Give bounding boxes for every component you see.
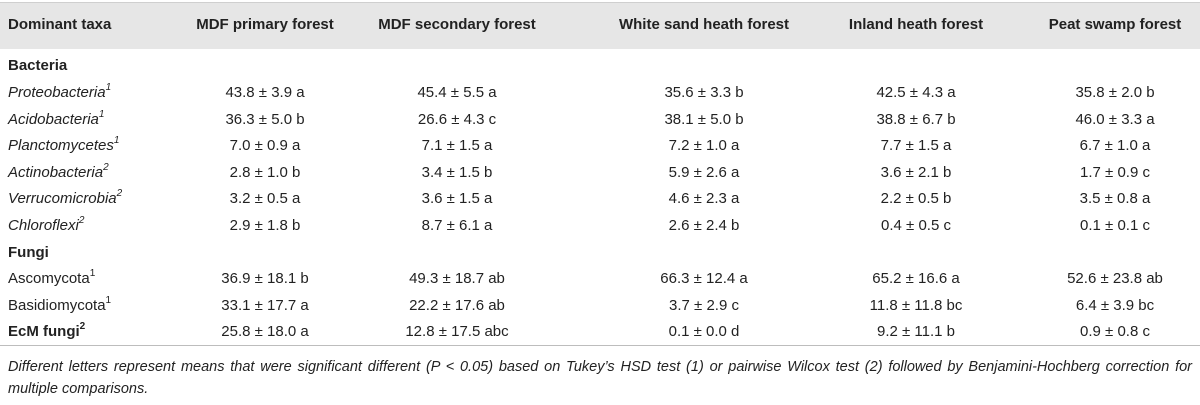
value-cell: 42.5 ± 4.3 a (876, 83, 956, 101)
section-title: Bacteria (8, 57, 68, 75)
test-marker: 1 (89, 268, 96, 280)
value-cell: 7.7 ± 1.5 a (880, 137, 952, 155)
value-cell: 33.1 ± 17.7 a (221, 296, 309, 314)
column-header: Peat swamp forest (1048, 16, 1182, 33)
value-cell: 52.6 ± 23.8 ab (1067, 270, 1163, 288)
value-cell: 7.0 ± 0.9 a (229, 137, 301, 155)
value-cell: 2.8 ± 1.0 b (229, 163, 301, 181)
value-cell: 49.3 ± 18.7 ab (409, 270, 505, 288)
value-cell: 8.7 ± 6.1 a (421, 216, 493, 234)
taxon-name: Planctomycetes1 (8, 136, 119, 156)
value-cell: 36.9 ± 18.1 b (221, 270, 309, 288)
value-cell: 7.1 ± 1.5 a (421, 137, 493, 155)
column-header: Dominant taxa (8, 16, 112, 33)
column-header: MDF primary forest (196, 16, 334, 33)
value-cell: 2.9 ± 1.8 b (229, 216, 301, 234)
taxon-text: Proteobacteria (8, 83, 106, 101)
taxon-text: Acidobacteria (8, 110, 99, 128)
value-cell: 1.7 ± 0.9 c (1080, 163, 1150, 181)
footnote: Different letters represent means that w… (8, 359, 1192, 397)
value-cell: 65.2 ± 16.6 a (872, 270, 960, 288)
value-cell: 22.2 ± 17.6 ab (409, 296, 505, 314)
value-cell: 4.6 ± 2.3 a (668, 190, 740, 208)
test-marker: 1 (105, 294, 112, 306)
value-cell: 36.3 ± 5.0 b (225, 110, 305, 128)
taxon-text: Chloroflexi (8, 216, 79, 234)
value-cell: 0.1 ± 0.1 c (1080, 216, 1150, 234)
value-cell: 26.6 ± 4.3 c (417, 110, 497, 128)
taxon-name: EcM fungi2 (8, 322, 85, 342)
test-marker: 2 (78, 214, 85, 226)
value-cell: 35.8 ± 2.0 b (1075, 83, 1155, 101)
value-cell: 2.2 ± 0.5 b (880, 190, 952, 208)
taxon-name: Actinobacteria2 (8, 161, 109, 183)
test-marker: 2 (103, 161, 109, 173)
taxon-text: Verrucomicrobia (8, 190, 117, 208)
column-header: MDF secondary forest (378, 16, 536, 33)
value-cell: 5.9 ± 2.6 a (668, 163, 740, 181)
value-cell: 45.4 ± 5.5 a (417, 83, 497, 101)
value-cell: 12.8 ± 17.5 abc (405, 323, 509, 341)
value-cell: 3.4 ± 1.5 b (421, 163, 493, 181)
taxon-text: Planctomycetes (8, 137, 114, 155)
value-cell: 0.9 ± 0.8 c (1080, 323, 1150, 341)
test-marker: 2 (116, 188, 123, 200)
test-marker: 2 (79, 321, 86, 333)
value-cell: 6.4 ± 3.9 bc (1075, 296, 1155, 314)
value-cell: 38.1 ± 5.0 b (664, 110, 744, 128)
value-cell: 3.2 ± 0.5 a (229, 190, 301, 208)
table-bottom-rule (0, 345, 1200, 346)
value-cell: 11.8 ± 11.8 bc (869, 296, 963, 314)
taxon-text: Basidiomycota (8, 296, 106, 314)
value-cell: 0.4 ± 0.5 c (881, 216, 951, 234)
value-cell: 9.2 ± 11.1 b (876, 323, 956, 341)
taxon-text: Actinobacteria (8, 163, 104, 181)
value-cell: 0.1 ± 0.0 d (668, 323, 740, 341)
value-cell: 3.6 ± 1.5 a (421, 190, 493, 208)
value-cell: 6.7 ± 1.0 a (1079, 137, 1151, 155)
value-cell: 25.8 ± 18.0 a (221, 323, 309, 341)
value-cell: 2.6 ± 2.4 b (668, 216, 740, 234)
taxon-name: Proteobacteria1 (8, 81, 112, 103)
taxon-name: Basidiomycota1 (8, 294, 112, 316)
value-cell: 43.8 ± 3.9 a (225, 83, 305, 101)
taxon-name: Chloroflexi2 (8, 214, 85, 236)
section-title: Fungi (8, 243, 49, 261)
taxon-name: Ascomycota1 (8, 269, 95, 289)
value-cell: 35.6 ± 3.3 b (664, 83, 744, 101)
test-marker: 1 (98, 108, 105, 120)
value-cell: 46.0 ± 3.3 a (1075, 110, 1155, 128)
taxon-text: Ascomycota (8, 270, 90, 288)
value-cell: 66.3 ± 12.4 a (660, 270, 748, 288)
column-header: Inland heath forest (848, 16, 984, 33)
value-cell: 3.5 ± 0.8 a (1079, 190, 1151, 208)
taxon-text: EcM fungi (8, 323, 80, 341)
taxon-name: Acidobacteria1 (8, 108, 105, 130)
test-marker: 1 (105, 81, 112, 93)
value-cell: 3.6 ± 2.1 b (880, 163, 952, 181)
value-cell: 7.2 ± 1.0 a (668, 137, 740, 155)
taxon-name: Verrucomicrobia2 (8, 189, 122, 209)
column-header: White sand heath forest (618, 16, 790, 33)
test-marker: 1 (113, 135, 120, 147)
value-cell: 3.7 ± 2.9 c (669, 296, 739, 314)
value-cell: 38.8 ± 6.7 b (876, 110, 956, 128)
header-band (0, 2, 1200, 49)
